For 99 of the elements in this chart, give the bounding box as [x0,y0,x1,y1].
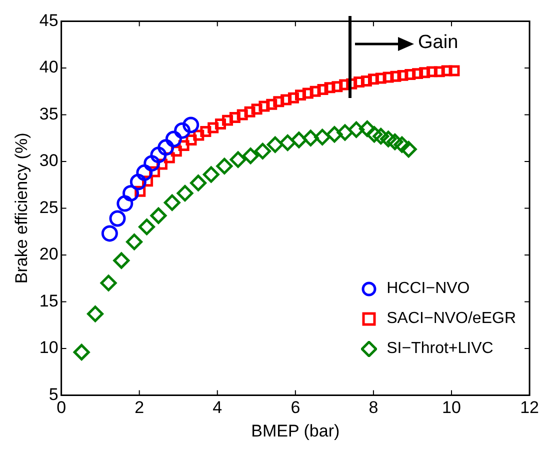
point [101,225,118,242]
point [295,90,306,101]
point [412,68,424,80]
point [360,76,372,87]
point [372,128,390,144]
point [397,70,408,81]
point [158,139,174,156]
point [251,104,262,115]
point [400,141,417,158]
point [174,122,191,139]
point [326,126,343,143]
point [254,142,271,160]
point [332,81,343,92]
point [208,122,219,134]
annotation: Gain [418,32,458,54]
y-tick-label: 25 [39,198,58,217]
point [441,65,452,76]
point [279,134,296,151]
y-tick-label: 30 [39,151,58,170]
point [302,130,319,146]
point [186,134,197,146]
point [215,118,226,130]
point [419,67,430,78]
point [390,70,402,82]
x-tick-label: 4 [212,398,222,418]
point [182,116,200,134]
point [116,195,134,212]
point [366,126,382,143]
x-tick-label: 8 [368,398,378,418]
point [280,94,292,106]
x-tick-label: 6 [290,398,300,418]
point [273,96,284,108]
point [122,184,140,202]
point [150,146,167,164]
point [375,72,386,84]
point [266,136,284,153]
x-tick-label: 0 [56,398,66,418]
point [87,306,104,322]
point [165,130,182,148]
point [434,66,445,78]
point [354,76,365,88]
point [150,207,167,224]
legend-label: SI−Throt+LIVC [386,339,494,359]
point [113,252,130,269]
point [258,100,270,112]
point [336,124,354,141]
point [130,174,146,190]
x-tick-label: 12 [520,398,540,418]
point [310,86,321,97]
y-tick-label: 5 [48,384,58,404]
point [236,109,248,120]
point [144,155,160,172]
point [202,166,220,183]
y-tick-label: 20 [39,244,58,264]
point [380,130,397,148]
x-tick-label: 2 [134,398,144,418]
point [200,126,212,138]
y-tick-label: 15 [39,291,58,310]
point [302,88,314,99]
point [138,218,156,236]
point [290,132,308,148]
y-tick-label: 45 [39,10,58,30]
point [368,74,379,85]
y-tick-label: 40 [39,58,58,77]
point [242,148,259,164]
y-tick-label: 35 [39,104,58,124]
point [193,130,204,141]
point [216,158,233,174]
point [244,106,256,118]
point [266,98,278,110]
point [382,72,394,83]
point [288,92,299,104]
y-tick-label: 10 [39,338,58,358]
point [109,210,126,227]
point [100,274,117,292]
point [448,65,460,76]
point [222,114,234,126]
point [164,194,180,211]
point [348,121,365,138]
point [126,234,143,250]
point [426,66,438,78]
point [314,128,331,146]
point [386,134,404,150]
point [190,174,207,192]
point [136,164,153,181]
point [394,136,410,153]
legend-label: SACI−NVO/eEGR [386,309,516,329]
point [73,344,90,360]
point [404,69,416,80]
point [358,120,376,137]
point [229,112,240,123]
x-tick-label: 10 [442,398,461,418]
point [317,84,328,95]
point [176,184,194,202]
legend-label: HCCI−NVO [386,279,470,299]
point [324,82,336,94]
point [230,151,246,168]
y-axis-title: Brake efficiency (%) [12,132,31,284]
x-axis-title: BMEP (bar) [251,421,340,440]
